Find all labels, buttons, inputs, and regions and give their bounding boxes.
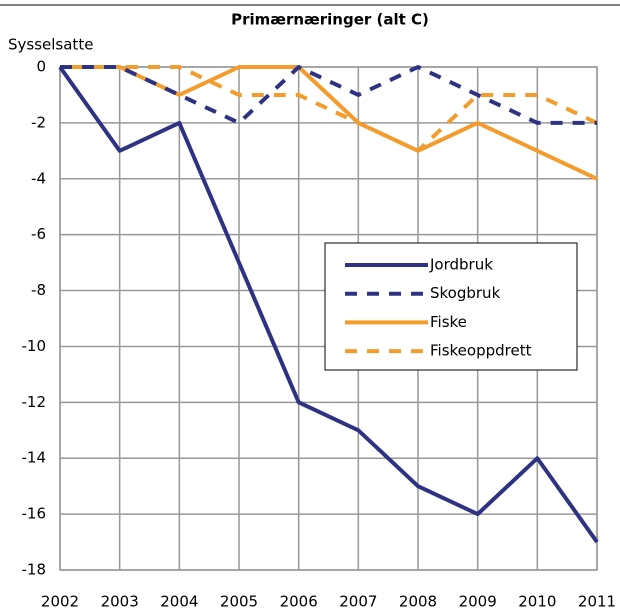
y-tick-label: -18 [22,561,47,579]
x-tick-label: 2008 [399,593,437,611]
x-tick-label: 2004 [160,593,198,611]
series-line [60,65,597,125]
plot-border [59,66,598,571]
x-tick-label: 2003 [101,593,139,611]
y-tick-label: -2 [31,113,46,131]
x-tick-label: 2002 [41,593,79,611]
chart-title: Primærnæringer (alt C) [231,11,429,29]
y-tick-label: 0 [36,58,46,76]
x-tick-label: 2011 [578,593,616,611]
legend: Jordbruk Skogbruk Fiske Fiskeoppdrett [324,242,578,371]
x-tick-label: 2005 [220,593,258,611]
legend-label: Fiskeoppdrett [430,342,532,360]
y-axis-label: Sysselsatte [8,36,93,54]
legend-label: Jordbruk [429,256,493,274]
lines [58,65,599,544]
y-tick-label: -12 [22,393,47,411]
y-tick-label: -8 [31,281,46,299]
x-tick-label: 2009 [459,593,497,611]
x-tick-label: 2006 [280,593,318,611]
series-line [60,65,598,153]
series-line [58,65,599,544]
legend-label: Fiske [430,313,467,331]
y-tick-label: -14 [22,449,47,467]
x-tick-label: 2007 [339,593,377,611]
y-tick-label: -4 [31,169,46,187]
y-tick-label: -16 [22,505,47,523]
y-tick-label: -6 [31,225,46,243]
y-tick-label: -10 [22,337,47,355]
legend-label: Skogbruk [430,284,501,302]
x-tick-label: 2010 [518,593,556,611]
